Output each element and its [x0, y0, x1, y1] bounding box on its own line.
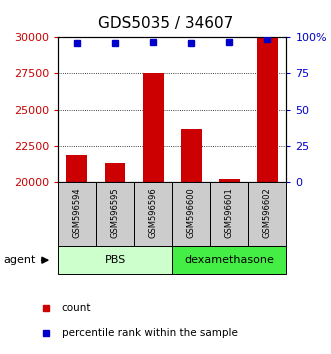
Bar: [172, 182, 210, 246]
Bar: [58, 246, 172, 274]
Text: GDS5035 / 34607: GDS5035 / 34607: [98, 16, 233, 31]
Text: GSM596596: GSM596596: [149, 188, 158, 238]
Bar: [134, 182, 172, 246]
Bar: [219, 179, 240, 354]
Text: agent: agent: [3, 255, 36, 265]
Bar: [257, 37, 278, 354]
Text: count: count: [62, 303, 91, 313]
Bar: [181, 129, 202, 354]
Text: dexamethasone: dexamethasone: [184, 255, 274, 265]
Text: GSM596601: GSM596601: [225, 188, 234, 238]
Bar: [105, 164, 125, 354]
Bar: [96, 182, 134, 246]
Text: GSM596594: GSM596594: [72, 188, 81, 238]
Bar: [210, 182, 248, 246]
Bar: [248, 182, 286, 246]
Text: GSM596600: GSM596600: [187, 188, 196, 238]
Bar: [172, 246, 286, 274]
Text: GSM596595: GSM596595: [111, 188, 119, 238]
Bar: [143, 73, 164, 354]
Bar: [67, 155, 87, 354]
Text: GSM596602: GSM596602: [263, 188, 272, 238]
Text: PBS: PBS: [104, 255, 126, 265]
Bar: [58, 182, 96, 246]
Text: percentile rank within the sample: percentile rank within the sample: [62, 328, 237, 338]
